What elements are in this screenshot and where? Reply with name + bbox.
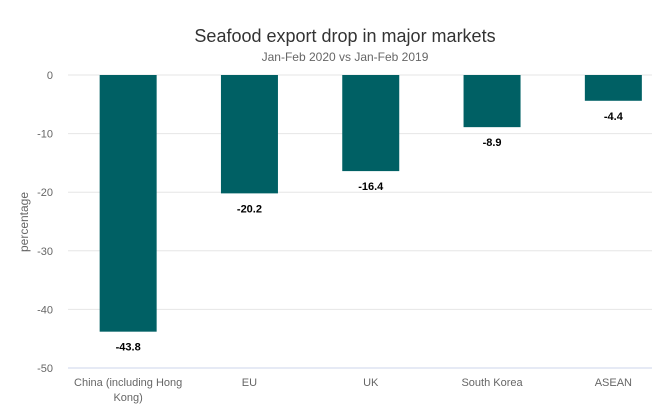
chart-title: Seafood export drop in major markets bbox=[194, 26, 495, 46]
data-label: -16.4 bbox=[358, 181, 384, 193]
data-label: -20.2 bbox=[237, 203, 262, 215]
y-tick-label: -40 bbox=[37, 304, 53, 316]
x-tick-label: Kong) bbox=[113, 392, 142, 404]
y-axis-label: percentage bbox=[17, 192, 31, 252]
bar bbox=[463, 75, 521, 128]
data-label: -8.9 bbox=[483, 137, 502, 149]
y-tick-label: -20 bbox=[37, 187, 53, 199]
bar bbox=[584, 75, 642, 101]
data-label: -43.8 bbox=[116, 342, 141, 354]
x-tick-label: China (including Hong bbox=[74, 377, 182, 389]
bar bbox=[220, 75, 278, 194]
y-tick-label: -30 bbox=[37, 246, 53, 258]
y-tick-label: -10 bbox=[37, 129, 53, 141]
data-label: -4.4 bbox=[604, 111, 624, 123]
x-tick-label: South Korea bbox=[461, 377, 523, 389]
x-tick-label: UK bbox=[363, 377, 379, 389]
y-tick-label: 0 bbox=[47, 70, 53, 82]
chart-subtitle: Jan-Feb 2020 vs Jan-Feb 2019 bbox=[262, 50, 429, 64]
x-tick-label: EU bbox=[242, 377, 257, 389]
bar bbox=[342, 75, 400, 172]
y-tick-label: -50 bbox=[37, 363, 53, 375]
x-tick-label: ASEAN bbox=[595, 377, 632, 389]
bar bbox=[99, 75, 157, 332]
